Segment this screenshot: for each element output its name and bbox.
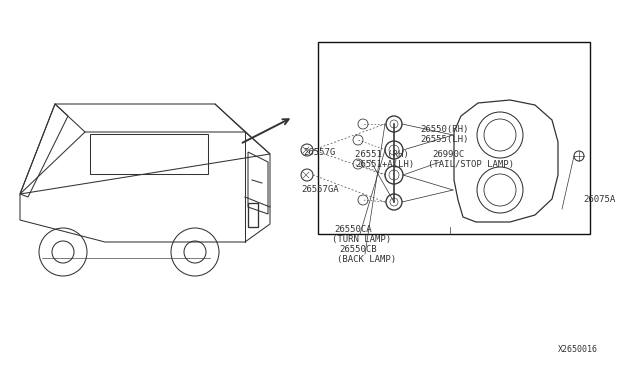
Text: (BACK LAMP): (BACK LAMP) [337,255,396,264]
Text: 26550(RH): 26550(RH) [420,125,468,134]
Text: 26075A: 26075A [583,195,615,204]
Text: 26557G: 26557G [303,148,335,157]
Text: 26551+A(LH): 26551+A(LH) [355,160,414,169]
Text: 26550CB: 26550CB [339,245,376,254]
Text: 26555(LH): 26555(LH) [420,135,468,144]
Text: 26990C: 26990C [432,150,464,159]
Text: 26557GA: 26557GA [301,185,339,194]
Text: (TAIL/STOP LAMP): (TAIL/STOP LAMP) [428,160,514,169]
Bar [90,134,208,174]
Text: (TURN LAMP): (TURN LAMP) [332,235,391,244]
Bar [248,203,258,227]
Bar [318,42,590,234]
Text: X2650016: X2650016 [558,345,598,354]
Text: 26551 (RH): 26551 (RH) [355,150,409,159]
Text: 26550CA: 26550CA [334,225,372,234]
